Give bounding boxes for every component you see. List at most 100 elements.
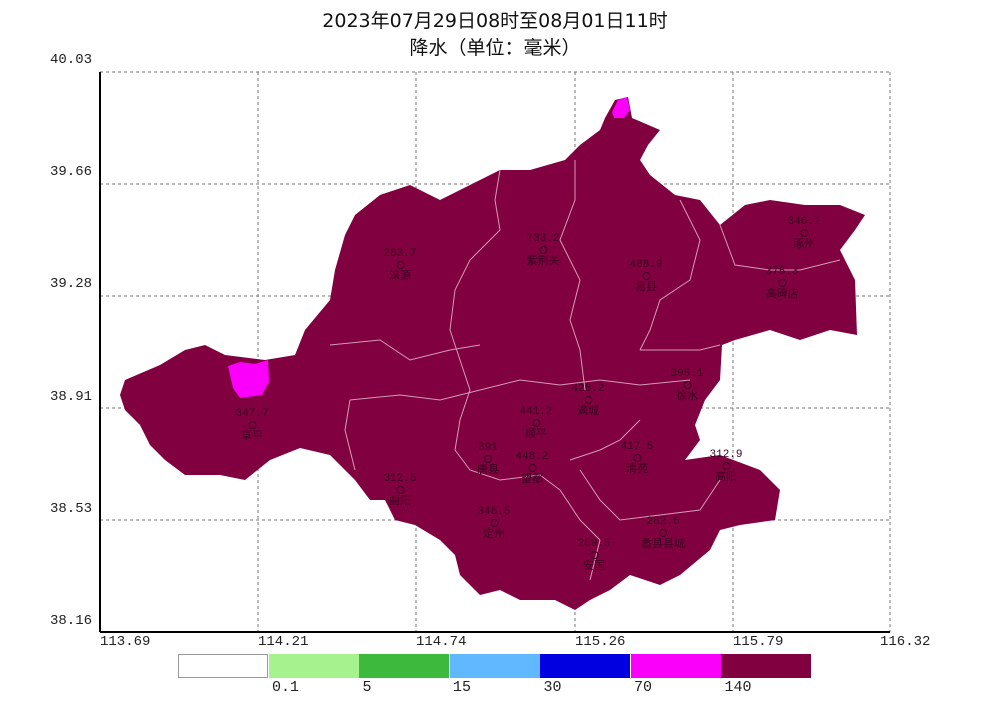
county-border — [569, 419, 641, 461]
station-value: 312.9 — [709, 449, 743, 461]
legend-swatch — [721, 654, 811, 678]
station-name: 紫荆关 — [526, 254, 560, 267]
station-circle-icon — [799, 229, 808, 237]
station-name: 定州 — [482, 527, 505, 540]
county-border — [344, 399, 356, 471]
station-marker: 269.5 安国 — [577, 538, 610, 572]
station-value: 283.7 — [383, 248, 417, 260]
legend-label: 15 — [453, 679, 472, 696]
y-tick-label: 40.03 — [50, 52, 93, 68]
station-marker: 375.3 高碑店 — [765, 266, 798, 300]
station-marker: 391 唐县 — [477, 442, 499, 476]
station-marker: 346.5 定州 — [477, 506, 510, 540]
station-marker: 426.2 满城 — [571, 383, 604, 417]
y-tick-label: 38.91 — [50, 389, 93, 405]
station-value: 488.9 — [629, 259, 663, 271]
y-tick-label: 38.53 — [50, 501, 93, 517]
map-subtitle: 降水（单位：毫米） — [409, 37, 581, 59]
station-name: 徐水 — [675, 389, 698, 402]
station-marker: 312.9 高阳 — [709, 449, 742, 483]
county-border — [329, 339, 481, 361]
station-value: 375.3 — [765, 266, 799, 278]
legend-label: 5 — [362, 679, 372, 696]
x-tick-label: 114.21 — [258, 634, 309, 650]
station-marker: 417.5 清苑 — [620, 441, 653, 475]
station-marker: 283.7 涞源 — [383, 248, 416, 282]
county-border — [449, 169, 501, 451]
station-name: 涞源 — [388, 269, 411, 282]
legend-swatch — [630, 654, 721, 678]
station-name: 安国 — [582, 559, 605, 572]
station-circle-icon — [682, 381, 691, 389]
station-name: 唐县 — [477, 463, 499, 476]
station-value: 346.5 — [477, 506, 511, 518]
legend-swatch — [268, 654, 359, 678]
station-circle-icon — [489, 519, 498, 527]
y-tick-label: 39.28 — [50, 276, 93, 292]
station-name: 曲阳 — [388, 494, 411, 507]
station-value: 441.2 — [519, 406, 553, 418]
station-value: 312.5 — [383, 473, 417, 485]
station-name: 涿州 — [792, 237, 815, 250]
county-border — [579, 469, 721, 521]
station-circle-icon — [777, 279, 786, 287]
station-value: 733.2 — [526, 233, 560, 245]
legend-swatch — [178, 654, 268, 678]
station-name: 清苑 — [625, 462, 648, 475]
county-border — [719, 224, 841, 271]
region-fill-70-140-west — [228, 360, 269, 398]
y-tick-label: 38.16 — [50, 613, 93, 629]
station-name: 满城 — [576, 404, 599, 417]
x-tick-label: 115.79 — [733, 634, 784, 650]
y-tick-label: 39.66 — [50, 164, 93, 180]
station-value: 396.1 — [670, 368, 704, 380]
station-circle-icon — [721, 462, 730, 470]
county-border — [559, 160, 586, 391]
legend-label: 140 — [724, 679, 752, 696]
x-tick-label: 114.74 — [416, 634, 467, 650]
station-marker: 733.2 紫荆关 — [526, 233, 559, 267]
station-circle-icon — [527, 464, 536, 472]
station-value: 269.5 — [577, 538, 611, 550]
station-marker: 346.1 涿州 — [787, 216, 820, 250]
station-value: 417.5 — [620, 441, 654, 453]
station-value: 448.2 — [515, 451, 549, 463]
county-border — [589, 539, 601, 581]
station-marker: 441.2 顺平 — [519, 406, 552, 440]
station-marker: 312.5 曲阳 — [383, 473, 416, 507]
legend-swatch — [359, 654, 449, 678]
x-tick-label: 115.26 — [575, 634, 626, 650]
station-circle-icon — [247, 421, 256, 429]
legend-label: 70 — [634, 679, 653, 696]
station-name: 望都 — [520, 472, 543, 485]
station-name: 阜平 — [240, 429, 263, 442]
station-marker: 347.7 阜平 — [235, 408, 268, 442]
x-tick-label: 116.32 — [880, 634, 931, 650]
station-circle-icon — [538, 246, 547, 254]
legend-label: 0.1 — [272, 679, 300, 696]
map-title: 2023年07月29日08时至08月01日11时 — [322, 10, 668, 32]
station-circle-icon — [659, 529, 667, 537]
station-circle-icon — [395, 261, 404, 269]
station-name: 高碑店 — [765, 287, 799, 300]
region-fill — [120, 97, 865, 610]
station-value: 347.7 — [235, 408, 269, 420]
station-name: 蠡县县城 — [641, 537, 685, 550]
station-circle-icon — [589, 551, 598, 559]
station-name: 高阳 — [714, 470, 737, 483]
county-border — [349, 379, 691, 401]
station-circle-icon — [632, 454, 641, 462]
station-name: 顺平 — [524, 427, 547, 440]
station-value: 282.6 — [646, 516, 680, 528]
station-circle-icon — [484, 455, 492, 463]
station-value: 391 — [478, 442, 498, 454]
station-circle-icon — [641, 272, 650, 280]
station-value: 426.2 — [571, 383, 605, 395]
legend-label: 30 — [543, 679, 562, 696]
county-border — [639, 199, 701, 351]
station-circle-icon — [531, 419, 540, 427]
station-name: 易县 — [634, 280, 657, 293]
county-border — [454, 449, 601, 541]
station-marker: 448.2 望都 — [515, 451, 548, 485]
